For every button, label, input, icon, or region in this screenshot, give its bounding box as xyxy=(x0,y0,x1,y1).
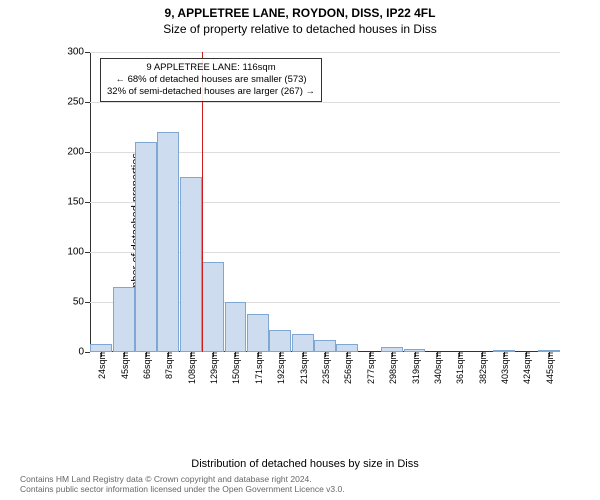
y-tick-label: 100 xyxy=(67,247,90,258)
annotation-line-1: 9 APPLETREE LANE: 116sqm xyxy=(107,62,315,74)
plot-area: 24sqm45sqm66sqm87sqm108sqm129sqm150sqm17… xyxy=(90,52,560,352)
x-tick-label: 171sqm xyxy=(254,352,264,384)
bar xyxy=(269,330,291,352)
bar xyxy=(180,177,202,352)
x-tick-label: 213sqm xyxy=(299,352,309,384)
bar xyxy=(90,344,112,352)
x-tick-label: 403sqm xyxy=(500,352,510,384)
x-tick-label: 45sqm xyxy=(120,352,130,379)
x-tick-label: 445sqm xyxy=(545,352,555,384)
x-tick-label: 235sqm xyxy=(321,352,331,384)
annotation-line-2: ← 68% of detached houses are smaller (57… xyxy=(107,74,315,86)
annotation-line-3: 32% of semi-detached houses are larger (… xyxy=(107,86,315,98)
footer-attribution: Contains HM Land Registry data © Crown c… xyxy=(20,474,345,494)
x-tick-label: 256sqm xyxy=(343,352,353,384)
x-tick-label: 150sqm xyxy=(231,352,241,384)
footer-line-1: Contains HM Land Registry data © Crown c… xyxy=(20,474,345,484)
chart-title-sub: Size of property relative to detached ho… xyxy=(0,20,600,36)
x-tick-label: 108sqm xyxy=(187,352,197,384)
x-axis-label: Distribution of detached houses by size … xyxy=(50,458,560,470)
x-tick-label: 340sqm xyxy=(433,352,443,384)
y-tick-label: 50 xyxy=(73,297,90,308)
bar xyxy=(314,340,336,352)
bar xyxy=(135,142,157,352)
y-tick-label: 150 xyxy=(67,197,90,208)
x-tick-label: 66sqm xyxy=(142,352,152,379)
x-tick-label: 192sqm xyxy=(276,352,286,384)
x-tick-label: 277sqm xyxy=(366,352,376,384)
y-tick-label: 300 xyxy=(67,47,90,58)
y-tick-label: 0 xyxy=(78,347,90,358)
x-tick-label: 129sqm xyxy=(209,352,219,384)
x-tick-label: 87sqm xyxy=(164,352,174,379)
bar xyxy=(292,334,314,352)
y-tick-label: 200 xyxy=(67,147,90,158)
x-tick-label: 361sqm xyxy=(455,352,465,384)
bar xyxy=(157,132,179,352)
x-tick-label: 424sqm xyxy=(522,352,532,384)
bar xyxy=(113,287,135,352)
chart-title-main: 9, APPLETREE LANE, ROYDON, DISS, IP22 4F… xyxy=(0,0,600,20)
y-tick-label: 250 xyxy=(67,97,90,108)
x-tick-label: 24sqm xyxy=(97,352,107,379)
x-tick-label: 382sqm xyxy=(478,352,488,384)
bar xyxy=(225,302,247,352)
bar xyxy=(247,314,269,352)
footer-line-2: Contains public sector information licen… xyxy=(20,484,345,494)
bar xyxy=(202,262,224,352)
x-tick-label: 319sqm xyxy=(411,352,421,384)
plot-wrapper: Number of detached properties 24sqm45sqm… xyxy=(50,44,560,414)
x-tick-label: 298sqm xyxy=(388,352,398,384)
annotation-box: 9 APPLETREE LANE: 116sqm ← 68% of detach… xyxy=(100,58,322,102)
bar xyxy=(336,344,358,352)
